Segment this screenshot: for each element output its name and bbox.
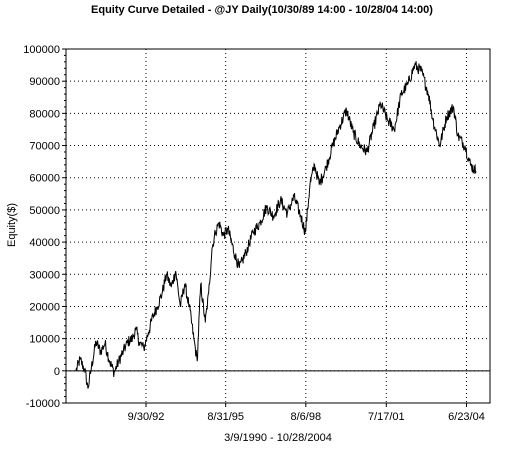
x-tick-label: 8/31/95 bbox=[207, 411, 244, 423]
y-tick-label: 70000 bbox=[29, 141, 60, 153]
equity-curve-line bbox=[75, 61, 477, 389]
chart-title: Equity Curve Detailed - @JY Daily(10/30/… bbox=[91, 4, 433, 16]
x-tick-label: 7/17/01 bbox=[368, 411, 405, 423]
y-tick-label: 80000 bbox=[29, 108, 60, 120]
x-axis-ticks: 9/30/92 8/31/95 8/6/98 7/17/01 6/23/04 bbox=[128, 403, 485, 423]
y-tick-label: 10000 bbox=[29, 334, 60, 346]
y-tick-label: 90000 bbox=[29, 76, 60, 88]
plot-frame bbox=[65, 48, 491, 404]
x-tick-label: 9/30/92 bbox=[128, 411, 165, 423]
y-tick-label: 100000 bbox=[23, 44, 60, 56]
y-axis-ticks: -10000 0 10000 20000 30000 40000 50000 60000 700… bbox=[23, 44, 66, 410]
x-tick-label: 8/6/98 bbox=[291, 411, 322, 423]
y-tick-label: 40000 bbox=[29, 237, 60, 249]
y-tick-label: 0 bbox=[54, 366, 60, 378]
y-tick-label: 30000 bbox=[29, 269, 60, 281]
x-tick-label: 6/23/04 bbox=[448, 411, 485, 423]
y-tick-label: 60000 bbox=[29, 173, 60, 185]
y-tick-label: 50000 bbox=[29, 205, 60, 217]
y-tick-label: 20000 bbox=[29, 301, 60, 313]
x-axis-title: 3/9/1990 - 10/28/2004 bbox=[224, 432, 332, 444]
y-tick-label: -10000 bbox=[26, 398, 60, 410]
gridlines bbox=[66, 49, 490, 403]
